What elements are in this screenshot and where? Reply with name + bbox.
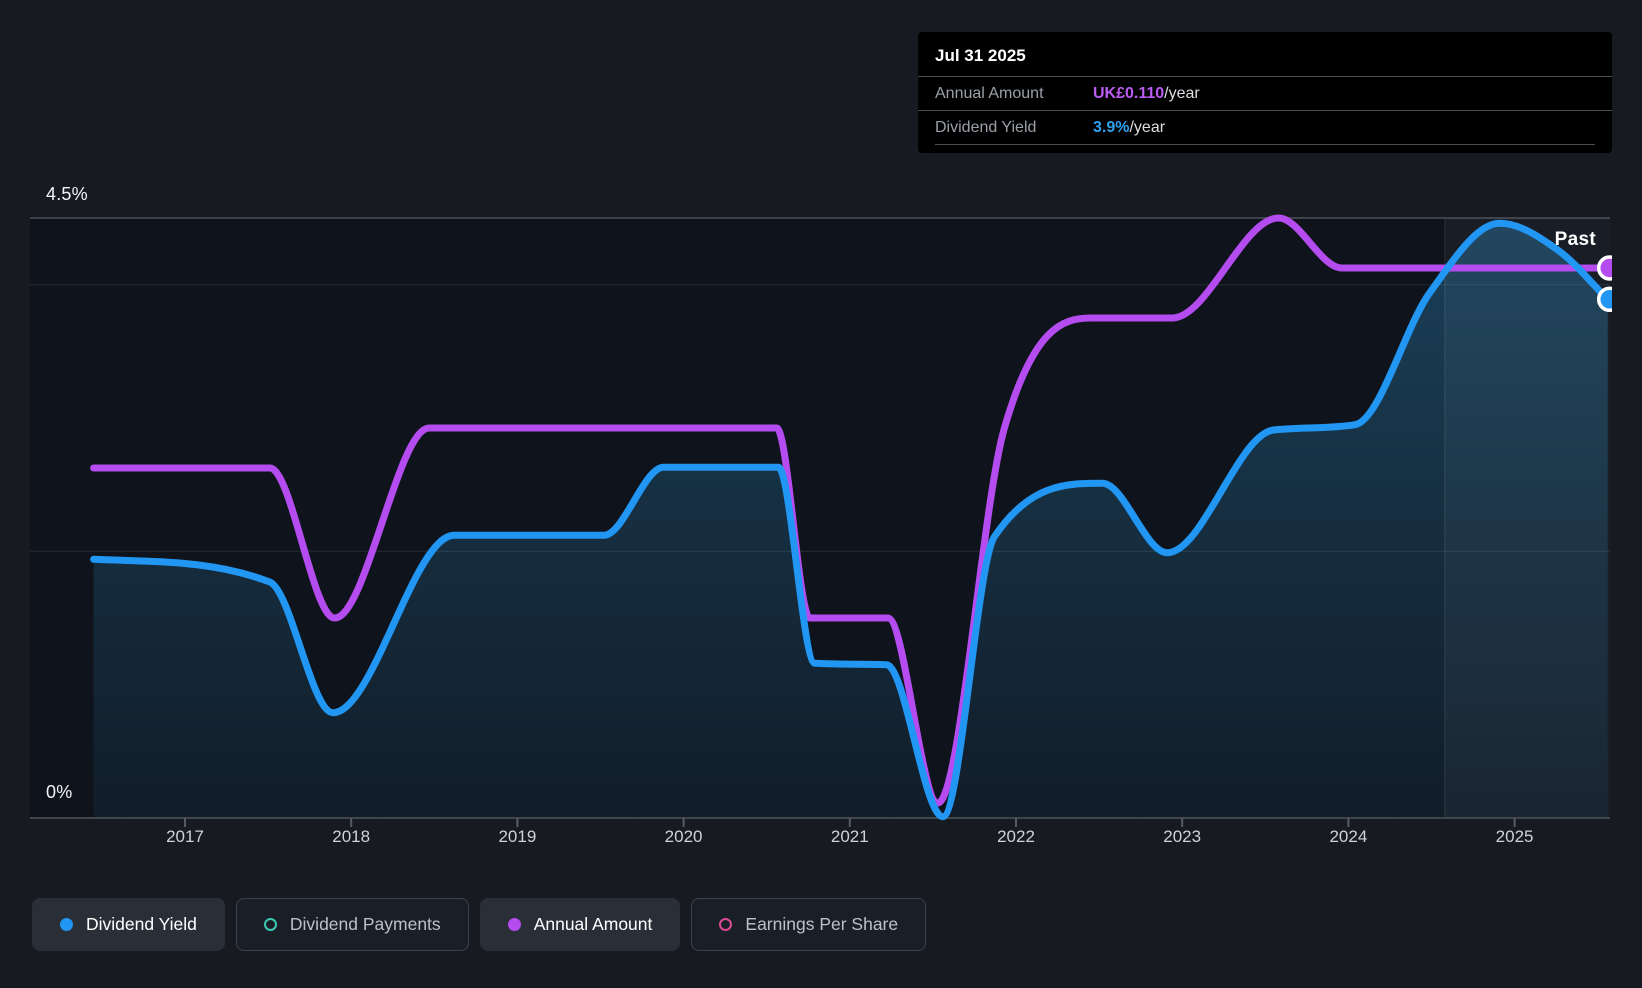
chart-legend: Dividend Yield Dividend Payments Annual Am… [32,898,927,951]
past-region-overlay [1444,218,1610,818]
y-axis-label-top: 4.5% [46,184,88,204]
tooltip-row-annual-amount: Annual Amount UK£0.110 /year [918,76,1612,110]
y-axis-label-bottom: 0% [46,782,73,802]
plot-right-mask [1612,190,1642,850]
tooltip-value: 3.9% [1093,118,1130,136]
legend-label: Annual Amount [533,914,653,934]
legend-filled-dot-icon [60,918,73,931]
legend-label: Dividend Payments [289,914,441,934]
x-axis-year-label-2022: 2022 [997,827,1035,846]
tooltip-row-dividend-yield: Dividend Yield 3.9% /year [918,110,1612,144]
legend-filled-dot-icon [507,918,521,931]
x-axis-year-label-2024: 2024 [1329,827,1368,846]
tooltip-bottom-divider [935,144,1595,145]
chart-tooltip: Jul 31 2025 Annual Amount UK£0.110 /year… [918,32,1612,153]
tooltip-date: Jul 31 2025 [935,46,1026,65]
x-axis-year-labels: 2017 2018 2019 2020 2021 2022 2023 2024 2025 [0,827,1642,851]
x-axis-year-label-2017: 2017 [166,827,204,846]
x-axis-year-label-2020: 2020 [664,827,703,846]
tooltip-value: UK£0.110 [1093,84,1165,102]
legend-label: Earnings Per Share [745,914,899,934]
past-region-label: Past [1554,229,1596,250]
x-axis-year-label-2018: 2018 [332,827,371,846]
x-axis-year-label-2023: 2023 [1163,827,1202,846]
legend-label: Dividend Yield [86,914,197,934]
tooltip-label: Annual Amount [935,84,1044,102]
legend-button-dividend-yield[interactable]: Dividend Yield [32,898,225,951]
x-axis-year-label-2019: 2019 [498,827,537,846]
legend-ring-icon [719,918,733,931]
legend-button-annual-amount[interactable]: Annual Amount [479,898,681,951]
dividend-yield-line [90,219,1612,821]
legend-button-dividend-payments[interactable]: Dividend Payments [235,898,469,951]
annual-amount-line [90,214,1612,807]
tooltip-value-suffix: /year [1129,118,1166,136]
legend-ring-icon [263,918,277,931]
x-axis-year-label-2021: 2021 [830,827,869,846]
x-axis-year-label-2025: 2025 [1495,827,1534,846]
tooltip-value-suffix: /year [1164,84,1200,102]
dividend-yield-area-fill [93,223,1608,819]
legend-button-earnings-per-share[interactable]: Earnings Per Share [691,898,927,951]
tooltip-label: Dividend Yield [935,118,1037,136]
